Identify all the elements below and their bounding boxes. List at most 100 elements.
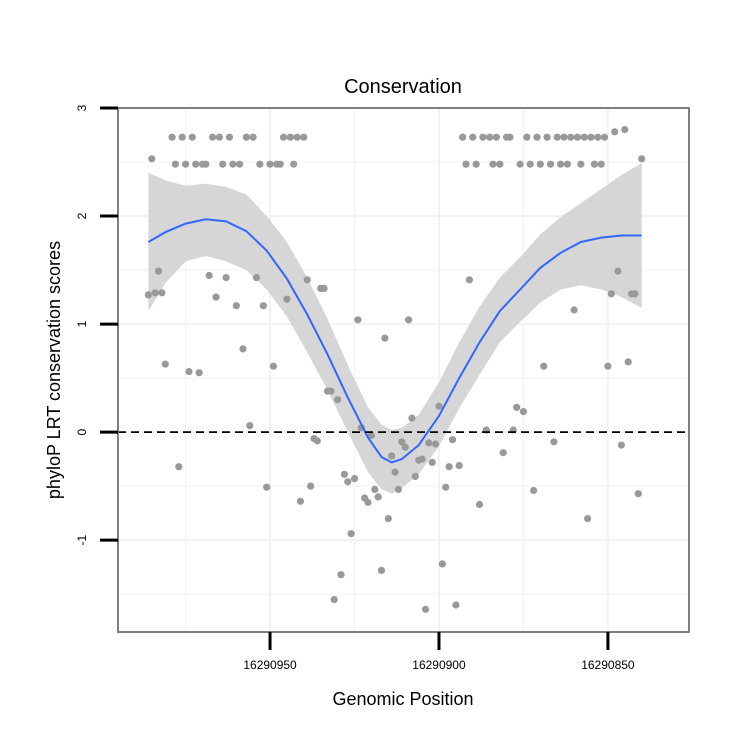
data-point	[445, 463, 453, 471]
smooth-line	[147, 218, 642, 464]
data-point	[344, 478, 352, 486]
data-point	[269, 362, 277, 370]
data-point	[465, 276, 473, 284]
data-point	[513, 403, 521, 411]
data-point	[425, 439, 433, 447]
data-point	[209, 133, 217, 141]
data-point	[283, 295, 291, 303]
data-point	[377, 566, 386, 575]
data-point	[391, 468, 399, 476]
data-point	[516, 160, 524, 168]
data-point	[462, 160, 470, 168]
data-point	[452, 601, 460, 609]
x-tick-label: 16290850	[581, 658, 635, 672]
data-point	[249, 133, 257, 141]
data-point	[489, 160, 497, 168]
data-point	[178, 133, 186, 141]
data-point	[442, 483, 450, 491]
y-tick-label: 2	[75, 212, 89, 219]
data-point	[621, 126, 629, 134]
data-point	[384, 515, 392, 523]
data-point	[239, 345, 247, 353]
data-point	[259, 302, 267, 310]
data-point	[624, 358, 632, 366]
data-point	[225, 133, 234, 141]
data-point	[381, 334, 389, 342]
data-point	[280, 133, 288, 141]
data-point	[151, 289, 159, 297]
panel-border	[117, 107, 690, 633]
data-point	[455, 462, 463, 470]
data-point	[607, 290, 615, 298]
panel-contents	[118, 108, 689, 632]
confidence-ribbon	[148, 163, 642, 494]
data-point	[192, 160, 200, 168]
data-point	[175, 463, 183, 471]
data-point	[543, 133, 551, 141]
data-point	[472, 160, 480, 168]
data-point	[563, 160, 572, 168]
data-point	[496, 160, 504, 168]
data-point	[590, 160, 599, 168]
data-point	[597, 160, 605, 168]
data-point	[432, 440, 440, 448]
data-point	[185, 368, 193, 376]
data-point	[533, 133, 541, 141]
data-point	[540, 362, 548, 370]
data-point	[171, 160, 179, 168]
data-point	[290, 160, 298, 168]
data-point	[266, 160, 274, 168]
data-point	[242, 133, 250, 141]
data-point	[418, 455, 426, 463]
data-point	[374, 493, 382, 501]
data-point	[300, 133, 308, 141]
data-point	[188, 133, 196, 141]
data-point	[408, 414, 416, 422]
data-point	[398, 438, 406, 446]
data-point	[394, 485, 402, 493]
data-point	[327, 387, 335, 395]
data-point	[307, 482, 315, 490]
data-point	[580, 133, 588, 141]
data-point	[313, 437, 321, 445]
x-axis-label: Genomic Position	[332, 689, 473, 709]
y-tick-label: -1	[75, 535, 89, 546]
data-point	[388, 452, 396, 460]
data-point	[229, 160, 237, 168]
x-tick-label: 16290900	[412, 658, 466, 672]
data-point	[401, 443, 409, 451]
data-point	[411, 472, 419, 480]
y-axis-label: phyloP LRT conservation scores	[44, 241, 64, 499]
data-point	[286, 133, 294, 141]
plot-panel	[117, 107, 690, 633]
data-point	[611, 128, 619, 136]
x-tick-label: 16290950	[243, 658, 297, 672]
data-point	[577, 160, 585, 168]
data-point	[530, 486, 538, 495]
data-point	[236, 160, 244, 168]
data-point	[158, 289, 166, 297]
data-point	[212, 293, 220, 301]
data-point	[293, 133, 301, 141]
y-tick-label: 3	[75, 104, 89, 111]
data-point	[296, 497, 304, 505]
data-point	[550, 438, 558, 446]
data-point	[475, 500, 484, 509]
data-point	[536, 160, 544, 168]
data-point	[246, 422, 254, 430]
data-point	[469, 133, 477, 141]
data-point	[148, 155, 156, 163]
data-point	[195, 369, 203, 377]
y-tick-label: 0	[75, 428, 89, 435]
data-point	[405, 316, 413, 324]
data-point	[367, 431, 375, 439]
chart-title: Conservation	[344, 76, 462, 98]
y-tick-label: 1	[75, 320, 89, 327]
data-point	[553, 133, 561, 141]
data-point	[594, 133, 602, 141]
data-point	[438, 560, 446, 568]
data-point	[421, 605, 430, 613]
data-point	[320, 284, 328, 292]
data-point	[519, 408, 528, 416]
